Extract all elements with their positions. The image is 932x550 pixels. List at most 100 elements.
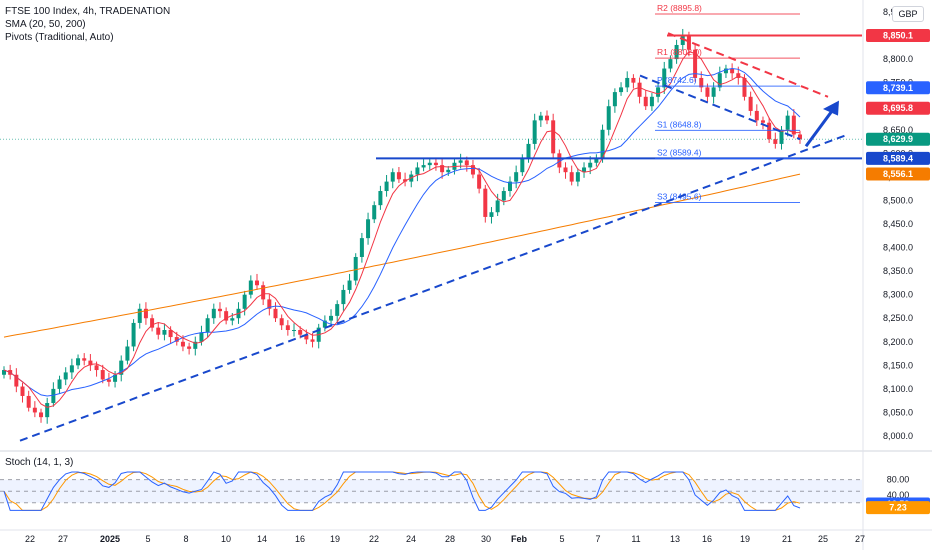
price-badge	[866, 101, 930, 115]
candle-body	[446, 169, 451, 173]
candle-body	[545, 115, 550, 121]
candle-body	[495, 200, 500, 213]
candle-body	[69, 365, 74, 373]
time-tick-label: 19	[330, 534, 340, 544]
candle-body	[57, 379, 62, 389]
time-tick-label: 2025	[100, 534, 120, 544]
symbol-title[interactable]: FTSE 100 Index, 4h, TRADENATION	[5, 6, 171, 17]
candle-body	[427, 162, 432, 166]
candle-body	[310, 339, 315, 342]
currency-badge[interactable]: GBP	[892, 6, 924, 22]
candle-body	[224, 311, 229, 321]
candle-body	[415, 167, 420, 175]
time-tick-label: 5	[559, 534, 564, 544]
price-badge	[866, 29, 930, 43]
stoch-k-line	[3, 471, 801, 511]
candle-body	[637, 82, 642, 97]
candle-body	[403, 179, 408, 182]
candle-body	[199, 332, 204, 342]
pivot-label: S2 (8589.4)	[657, 147, 702, 157]
candle-body	[594, 158, 599, 163]
candle-body	[162, 330, 167, 335]
candle-body	[717, 73, 722, 88]
stoch-tick-label: 40.00	[887, 490, 910, 500]
candle-body	[168, 330, 173, 338]
candle-body	[242, 294, 247, 309]
time-tick-label: 22	[25, 534, 35, 544]
candle-body	[631, 77, 636, 83]
descending-resistance-trendline	[667, 32, 829, 98]
candle-body	[470, 165, 475, 175]
candle-body	[261, 285, 266, 300]
candle-body	[174, 337, 179, 342]
time-tick-label: 11	[631, 534, 640, 544]
price-badge-label: 8,556.1	[883, 169, 913, 179]
time-tick-label: 5	[145, 534, 150, 544]
candle-body	[489, 212, 494, 217]
stoch-badge	[866, 501, 930, 515]
candle-body	[230, 318, 235, 321]
price-axis: 8,900.08,850.08,800.08,750.08,700.08,650…	[883, 7, 913, 441]
candle-body	[674, 44, 679, 60]
descending-support-trendline	[639, 74, 801, 141]
candle-body	[649, 96, 654, 107]
price-tick-label: 8,300.0	[883, 290, 913, 300]
sma-indicator-label[interactable]: SMA (20, 50, 200)	[5, 19, 86, 30]
price-tick-label: 8,250.0	[883, 313, 913, 323]
time-tick-label: 16	[295, 534, 305, 544]
price-tick-label: 8,400.0	[883, 243, 913, 253]
candle-body	[322, 320, 327, 328]
pivot-levels: R3 (8955.2)R2 (8895.8)R1 (8802.0)P (8742…	[655, 3, 800, 204]
candle-body	[217, 308, 222, 312]
pivots-indicator-label[interactable]: Pivots (Traditional, Auto)	[5, 32, 114, 43]
stoch-indicator-label[interactable]: Stoch (14, 1, 3)	[5, 457, 74, 468]
time-tick-label: 30	[481, 534, 491, 544]
price-badge-label: 8,629.9	[883, 134, 913, 144]
price-badge	[866, 151, 930, 165]
candle-body	[791, 115, 796, 135]
candle-body	[563, 167, 568, 173]
candle-body	[2, 370, 6, 375]
candle-body	[754, 110, 759, 121]
candle-body	[730, 68, 735, 74]
time-tick-label: Feb	[511, 534, 528, 544]
candle-body	[668, 59, 673, 69]
candle-body	[193, 341, 198, 349]
candle-body	[211, 308, 216, 319]
candle-body	[304, 334, 309, 340]
time-tick-label: 14	[257, 534, 267, 544]
candle-body	[82, 358, 87, 361]
price-tick-label: 8,150.0	[883, 360, 913, 370]
candle-body	[742, 77, 747, 97]
price-badges: 8,850.1 8,739.1 8,695.8 8,629.9 8,589.4 8,556…	[866, 29, 930, 181]
candle-body	[292, 330, 297, 331]
time-tick-label: 28	[445, 534, 455, 544]
candle-body	[366, 219, 371, 239]
candle-body	[100, 370, 105, 380]
candle-body	[686, 35, 691, 50]
sma-200-line	[3, 173, 801, 338]
time-tick-label: 27	[855, 534, 865, 544]
chart-legend: FTSE 100 Index, 4h, TRADENATION SMA (20,…	[5, 5, 170, 44]
stoch-badge-label: 7.23	[889, 503, 907, 513]
candle-body	[285, 325, 290, 330]
candle-body	[773, 139, 778, 144]
candle-body	[433, 162, 438, 166]
candle-body	[113, 374, 118, 382]
candle-body	[131, 322, 136, 347]
time-tick-label: 22	[369, 534, 379, 544]
time-tick-label: 27	[58, 534, 68, 544]
candle-body	[693, 49, 698, 78]
candle-body	[254, 280, 259, 286]
candle-body	[588, 162, 593, 168]
candle-body	[619, 87, 624, 93]
candle-body	[248, 280, 253, 295]
price-badge-label: 8,695.8	[883, 103, 913, 113]
candle-body	[150, 318, 155, 328]
candle-body	[39, 412, 44, 418]
candle-body	[538, 115, 543, 121]
candle-body	[125, 346, 130, 361]
candle-body	[396, 172, 401, 180]
candle-body	[779, 129, 784, 144]
candle-body	[156, 327, 161, 335]
